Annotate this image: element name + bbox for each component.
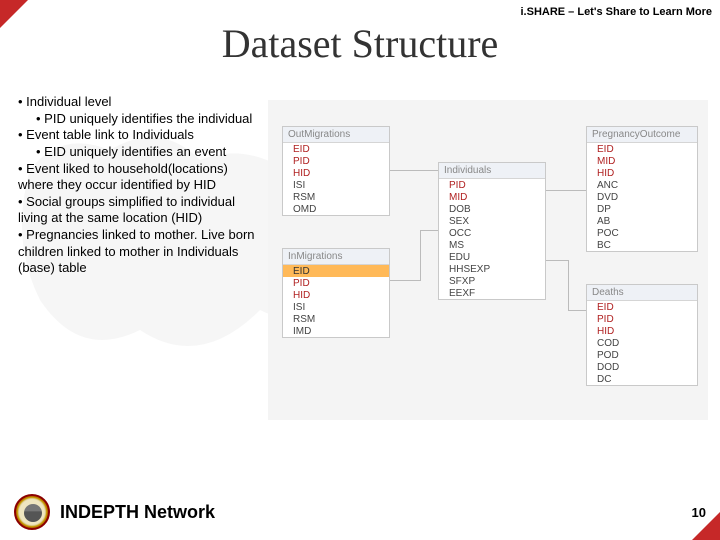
schema-table-header: PregnancyOutcome xyxy=(587,127,697,143)
bullet-item: • Social groups simplified to individual… xyxy=(18,194,260,227)
connector-line xyxy=(420,230,421,281)
schema-field: EID xyxy=(587,301,697,313)
schema-field: PID xyxy=(439,179,545,191)
schema-table-header: Individuals xyxy=(439,163,545,179)
schema-field: HHSEXP xyxy=(439,263,545,275)
connector-line xyxy=(390,170,438,171)
bullet-item: • Event liked to household(locations) wh… xyxy=(18,161,260,194)
connector-line xyxy=(546,260,568,261)
footer: INDEPTH Network 10 xyxy=(14,494,706,530)
indepth-logo-icon xyxy=(14,494,50,530)
schema-table-header: OutMigrations xyxy=(283,127,389,143)
bullet-item: • PID uniquely identifies the individual xyxy=(36,111,260,128)
schema-field: MID xyxy=(587,155,697,167)
schema-field: ISI xyxy=(283,301,389,313)
schema-field: EID xyxy=(283,143,389,155)
schema-field: PID xyxy=(283,155,389,167)
schema-field: PID xyxy=(283,277,389,289)
schema-field: RSM xyxy=(283,313,389,325)
schema-table-outmig: OutMigrationsEIDPIDHIDISIRSMOMD xyxy=(282,126,390,216)
schema-field: MS xyxy=(439,239,545,251)
connector-line xyxy=(420,230,438,231)
bullet-item: • Pregnancies linked to mother. Live bor… xyxy=(18,227,260,277)
schema-table-individuals: IndividualsPIDMIDDOBSEXOCCMSEDUHHSEXPSFX… xyxy=(438,162,546,300)
schema-field: SEX xyxy=(439,215,545,227)
schema-field: DOD xyxy=(587,361,697,373)
schema-field: ANC xyxy=(587,179,697,191)
bullet-item: • Individual level xyxy=(18,94,260,111)
schema-field: AB xyxy=(587,215,697,227)
schema-table-inmig: InMigrationsEIDPIDHIDISIRSMIMD xyxy=(282,248,390,338)
schema-field: DC xyxy=(587,373,697,385)
page-number: 10 xyxy=(692,505,706,520)
schema-diagram: OutMigrationsEIDPIDHIDISIRSMOMDInMigrati… xyxy=(268,100,708,420)
schema-field: DVD xyxy=(587,191,697,203)
footer-org: INDEPTH Network xyxy=(60,502,215,523)
schema-field: DP xyxy=(587,203,697,215)
schema-field: BC xyxy=(587,239,697,251)
schema-field: EEXF xyxy=(439,287,545,299)
bullet-item: • EID uniquely identifies an event xyxy=(36,144,260,161)
schema-field: EID xyxy=(283,265,389,277)
schema-field: HID xyxy=(283,167,389,179)
header-tagline: i.SHARE – Let's Share to Learn More xyxy=(521,6,713,18)
page-title: Dataset Structure xyxy=(0,20,720,67)
connector-line xyxy=(568,310,586,311)
schema-table-deaths: DeathsEIDPIDHIDCODPODDODDC xyxy=(586,284,698,386)
schema-table-header: InMigrations xyxy=(283,249,389,265)
schema-field: ISI xyxy=(283,179,389,191)
schema-field: IMD xyxy=(283,325,389,337)
connector-line xyxy=(390,280,420,281)
schema-field: EID xyxy=(587,143,697,155)
schema-field: HID xyxy=(587,167,697,179)
schema-field: DOB xyxy=(439,203,545,215)
bullet-list: • Individual level• PID uniquely identif… xyxy=(18,94,260,277)
schema-field: EDU xyxy=(439,251,545,263)
connector-line xyxy=(568,260,569,310)
schema-field: POD xyxy=(587,349,697,361)
schema-field: PID xyxy=(587,313,697,325)
schema-field: MID xyxy=(439,191,545,203)
schema-field: OCC xyxy=(439,227,545,239)
schema-table-pregout: PregnancyOutcomeEIDMIDHIDANCDVDDPABPOCBC xyxy=(586,126,698,252)
schema-field: POC xyxy=(587,227,697,239)
connector-line xyxy=(546,190,586,191)
schema-field: RSM xyxy=(283,191,389,203)
schema-field: COD xyxy=(587,337,697,349)
schema-field: SFXP xyxy=(439,275,545,287)
schema-field: HID xyxy=(283,289,389,301)
schema-field: OMD xyxy=(283,203,389,215)
schema-field: HID xyxy=(587,325,697,337)
schema-table-header: Deaths xyxy=(587,285,697,301)
bullet-item: • Event table link to Individuals xyxy=(18,127,260,144)
